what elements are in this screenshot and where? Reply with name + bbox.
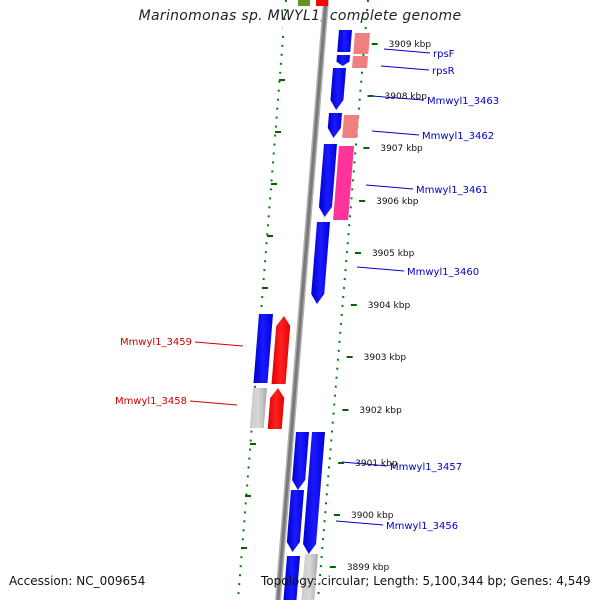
gene-label-forward: rpsR <box>432 66 455 77</box>
cds-block <box>336 55 350 66</box>
rna-block <box>342 115 359 138</box>
inner-track-dotted <box>317 0 369 600</box>
gene-features <box>249 30 370 600</box>
kbp-label: 3907 kbp <box>380 144 423 154</box>
cds-block <box>327 113 342 138</box>
gene-label-forward: Mmwyl1_3462 <box>422 131 494 142</box>
gene-leader-line <box>194 341 244 347</box>
accession-text: Accession: NC_009654 <box>9 574 146 588</box>
gene-leader-line <box>189 400 238 406</box>
rna-block <box>333 146 354 220</box>
kbp-label: 3900 kbp <box>351 511 394 521</box>
gene-label-forward: Mmwyl1_3456 <box>386 521 458 532</box>
gene-label-forward: Mmwyl1_3460 <box>407 267 479 278</box>
gene-leader-line <box>371 95 425 101</box>
gene-leader-line <box>365 184 414 190</box>
map-title: Marinomonas sp. MWYL1, complete genome <box>138 8 462 24</box>
gene-leader-line <box>335 520 384 526</box>
cds-block <box>318 144 337 217</box>
gene-label-forward: Mmwyl1_3457 <box>390 462 462 473</box>
gene-leader-line <box>371 130 420 136</box>
cds-block <box>337 30 352 52</box>
pseudo-block <box>301 554 318 600</box>
kbp-label: 3904 kbp <box>368 301 411 311</box>
topology-text: Topology: circular; Length: 5,100,344 bp… <box>261 574 591 588</box>
gene-label-reverse: Mmwyl1_3459 <box>120 337 192 348</box>
red-top-feature <box>316 0 328 6</box>
kbp-label: 3902 kbp <box>359 406 402 416</box>
gene-label-forward: rpsF <box>433 49 455 60</box>
gene-label-reverse: Mmwyl1_3458 <box>115 396 187 407</box>
gray-top-feature <box>283 20 291 30</box>
rna-block <box>353 33 370 54</box>
gene-leader-line <box>383 48 431 54</box>
kbp-label: 3901 kbp <box>355 459 398 469</box>
cds-block <box>271 316 291 384</box>
cds-block <box>311 222 330 304</box>
outer-ticks <box>241 27 289 549</box>
kbp-label: 3908 kbp <box>385 92 428 102</box>
cds-block <box>292 432 309 490</box>
cds-block <box>267 388 285 429</box>
outer-track-dotted <box>237 0 287 600</box>
pseudo-block <box>249 388 267 428</box>
kbp-label: 3905 kbp <box>372 249 415 259</box>
cds-block <box>286 490 304 552</box>
cds-block <box>253 314 273 383</box>
gene-leader-line <box>380 65 430 71</box>
kbp-label: 3899 kbp <box>347 563 390 573</box>
gene-label-forward: Mmwyl1_3461 <box>416 185 488 196</box>
gene-leader-line <box>356 266 405 272</box>
gene-leader-line <box>341 461 388 467</box>
gene-label-forward: Mmwyl1_3463 <box>427 96 499 107</box>
cds-block <box>283 556 300 600</box>
kbp-label: 3906 kbp <box>376 197 419 207</box>
cds-block <box>330 68 346 110</box>
gene-labels: rpsF rpsR Mmwyl1_3463 Mmwyl1_3462 Mmwyl1_346… <box>115 48 499 532</box>
rna-block <box>352 56 368 68</box>
genome-backbone <box>275 0 329 600</box>
kbp-label: 3909 kbp <box>389 40 432 50</box>
kbp-scale: 3909 kbp 3908 kbp 3907 kbp 3906 kbp 3905 kbp… <box>329 40 432 573</box>
kbp-label: 3903 kbp <box>364 353 407 363</box>
cds-block <box>303 432 325 554</box>
olive-feature <box>298 0 310 6</box>
